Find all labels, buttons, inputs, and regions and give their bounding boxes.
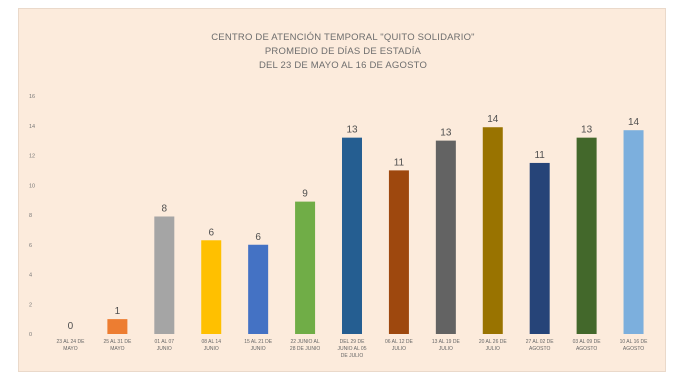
x-tick-label-line: 03 AL 09 DE [573,339,602,345]
x-tick-label: 25 AL 31 DE MAYO [103,339,132,352]
chart-title-line-3: DEL 23 DE MAYO AL 16 DE AGOSTO [258,60,428,71]
bar [576,137,597,334]
y-tick-label: 16 [29,94,35,100]
x-tick-label-line: JUNIO AL 05 [338,346,367,352]
chart-title: CENTRO DE ATENCIÓN TEMPORAL "QUITO SOLID… [19,31,667,73]
chart-panel: CENTRO DE ATENCIÓN TEMPORAL "QUITO SOLID… [18,8,666,372]
x-tick-label-line: JUNIO [157,346,172,352]
x-tick-label-line: 27 AL 02 DE [526,339,555,345]
x-tick-label-line: AGOSTO [576,346,597,352]
data-label: 13 [440,128,452,139]
bar [482,127,503,334]
data-label: 13 [581,125,593,136]
x-tick-label-line: AGOSTO [529,346,550,352]
x-tick-label: 03 AL 09 DE AGOSTO [573,339,602,352]
y-tick-label: 14 [29,124,35,130]
bar [201,240,222,334]
x-tick-label: 13 AL 19 DE JULIO [432,339,461,352]
x-tick-label: 22 JUNIO AL 28 DE JUNIO [290,339,320,352]
x-tick-label-line: JUNIO [204,346,219,352]
x-tick-label-line: 01 AL 07 [155,339,175,345]
data-label: 8 [162,203,168,214]
data-label: 9 [302,189,308,200]
x-tick-label-line: 06 AL 12 DE [385,339,414,345]
bar [623,130,644,334]
data-label: 14 [628,117,640,128]
data-label: 11 [534,150,545,161]
x-tick-label: 06 AL 12 DE JULIO [385,339,414,352]
x-tick-label-line: AGOSTO [623,346,644,352]
data-label: 6 [255,232,261,243]
x-tick-label: 20 AL 26 DE JULIO [479,339,508,352]
data-label: 0 [68,321,74,332]
x-tick-label: 27 AL 02 DE AGOSTO [526,339,555,352]
x-tick-label: 15 AL 21 DE JUNIO [244,339,273,352]
data-label: 14 [487,114,499,125]
x-tick-label-line: 10 AL 16 DE [620,339,649,345]
x-tick-label-line: 08 AL 14 [201,339,221,345]
y-tick-label: 10 [29,183,35,189]
x-tick-label-line: 15 AL 21 DE [244,339,273,345]
bar [248,244,269,334]
x-tick-label-line: 13 AL 19 DE [432,339,461,345]
x-tick-label-line: DEL 29 DE [340,339,365,345]
x-tick-label-line: MAYO [110,346,124,352]
x-tick-label: 08 AL 14 JUNIO [201,339,221,352]
y-tick-label: 2 [29,302,32,308]
chart-title-line-2: PROMEDIO DE DÍAS DE ESTADÍA [264,46,422,57]
y-tick-label: 4 [29,273,32,279]
y-tick-label: 8 [29,213,32,219]
y-tick-label: 12 [29,154,35,160]
x-tick-label-line: JUNIO [251,346,266,352]
y-tick-label: 6 [29,243,32,249]
bar [388,170,409,334]
bar [154,216,175,334]
x-tick-label-line: 20 AL 26 DE [479,339,508,345]
x-tick-label-line: 23 AL 24 DE [57,339,86,345]
bar [342,137,362,334]
x-tick-label-line: MAYO [63,346,77,352]
y-tick-label: 0 [29,332,32,338]
data-label: 6 [208,227,214,238]
x-tick-label: 01 AL 07 JUNIO [155,339,175,352]
chart-title-line-1: CENTRO DE ATENCIÓN TEMPORAL "QUITO SOLID… [211,32,475,43]
x-tick-label-line: JULIO [439,346,453,352]
x-tick-label-line: JULIO [392,346,406,352]
x-tick-label: DEL 29 DE JUNIO AL 05 DE JULIO [338,339,367,359]
x-tick-label-line: 28 DE JUNIO [290,346,320,352]
bar [435,140,456,334]
data-label: 11 [394,157,405,168]
x-tick-label: 23 AL 24 DE MAYO [57,339,86,352]
x-tick-label: 10 AL 16 DE AGOSTO [620,339,649,352]
data-label: 1 [115,306,121,317]
x-tick-label-line: DE JULIO [341,353,364,359]
x-tick-label-line: 22 JUNIO AL [290,339,319,345]
x-tick-label-line: 25 AL 31 DE [103,339,132,345]
x-tick-label-line: JULIO [486,346,500,352]
bar [295,201,316,334]
bar [529,162,550,334]
data-label: 13 [346,125,358,136]
bar [107,319,128,334]
